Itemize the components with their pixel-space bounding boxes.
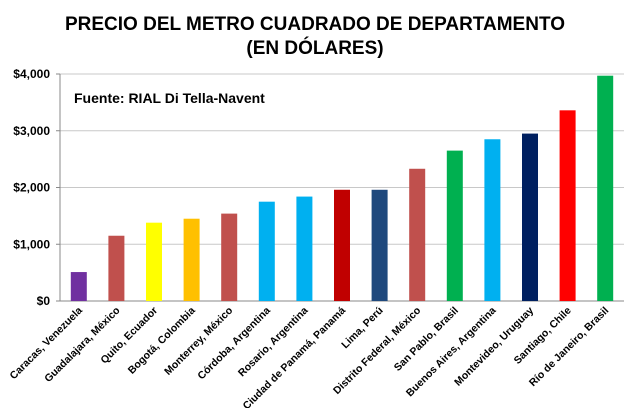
bar-6 — [296, 196, 313, 301]
bar-14 — [597, 75, 614, 301]
chart-title-line1: PRECIO DEL METRO CUADRADO DE DEPARTAMENT… — [64, 14, 565, 35]
bar-4 — [221, 213, 238, 301]
bar-2 — [146, 222, 162, 301]
bar-3 — [183, 218, 200, 301]
bar-0 — [70, 272, 87, 301]
x-tick-label: Bogotá, Colombia — [126, 305, 198, 377]
bar-13 — [559, 110, 576, 301]
y-tick-label: $2,000 — [13, 181, 50, 195]
bar-8 — [371, 189, 388, 301]
bar-9 — [409, 168, 426, 301]
source-note: Fuente: RIAL Di Tella-Navent — [74, 90, 265, 106]
x-tick-label: Córdoba, Argentina — [195, 305, 273, 383]
bar-10 — [446, 150, 463, 301]
chart-title-line2: (EN DÓLARES) — [246, 38, 384, 59]
y-tick-label: $4,000 — [13, 67, 50, 81]
bars — [70, 75, 614, 301]
x-tick-label: Rosario, Argentina — [236, 305, 311, 380]
x-tick-label: Monterrey, México — [162, 305, 235, 378]
bar-11 — [484, 139, 501, 301]
bar-7 — [334, 189, 350, 301]
y-tick-label: $1,000 — [13, 237, 50, 251]
x-tick-label: Caracas, Venezuela — [8, 305, 86, 383]
y-tick-label: $3,000 — [13, 124, 50, 138]
x-tick-label: San Pablo, Brasil — [392, 305, 461, 374]
bar-1 — [108, 235, 125, 301]
y-tick-label: $0 — [37, 294, 51, 308]
bar-5 — [258, 201, 275, 301]
bar-12 — [522, 133, 538, 301]
